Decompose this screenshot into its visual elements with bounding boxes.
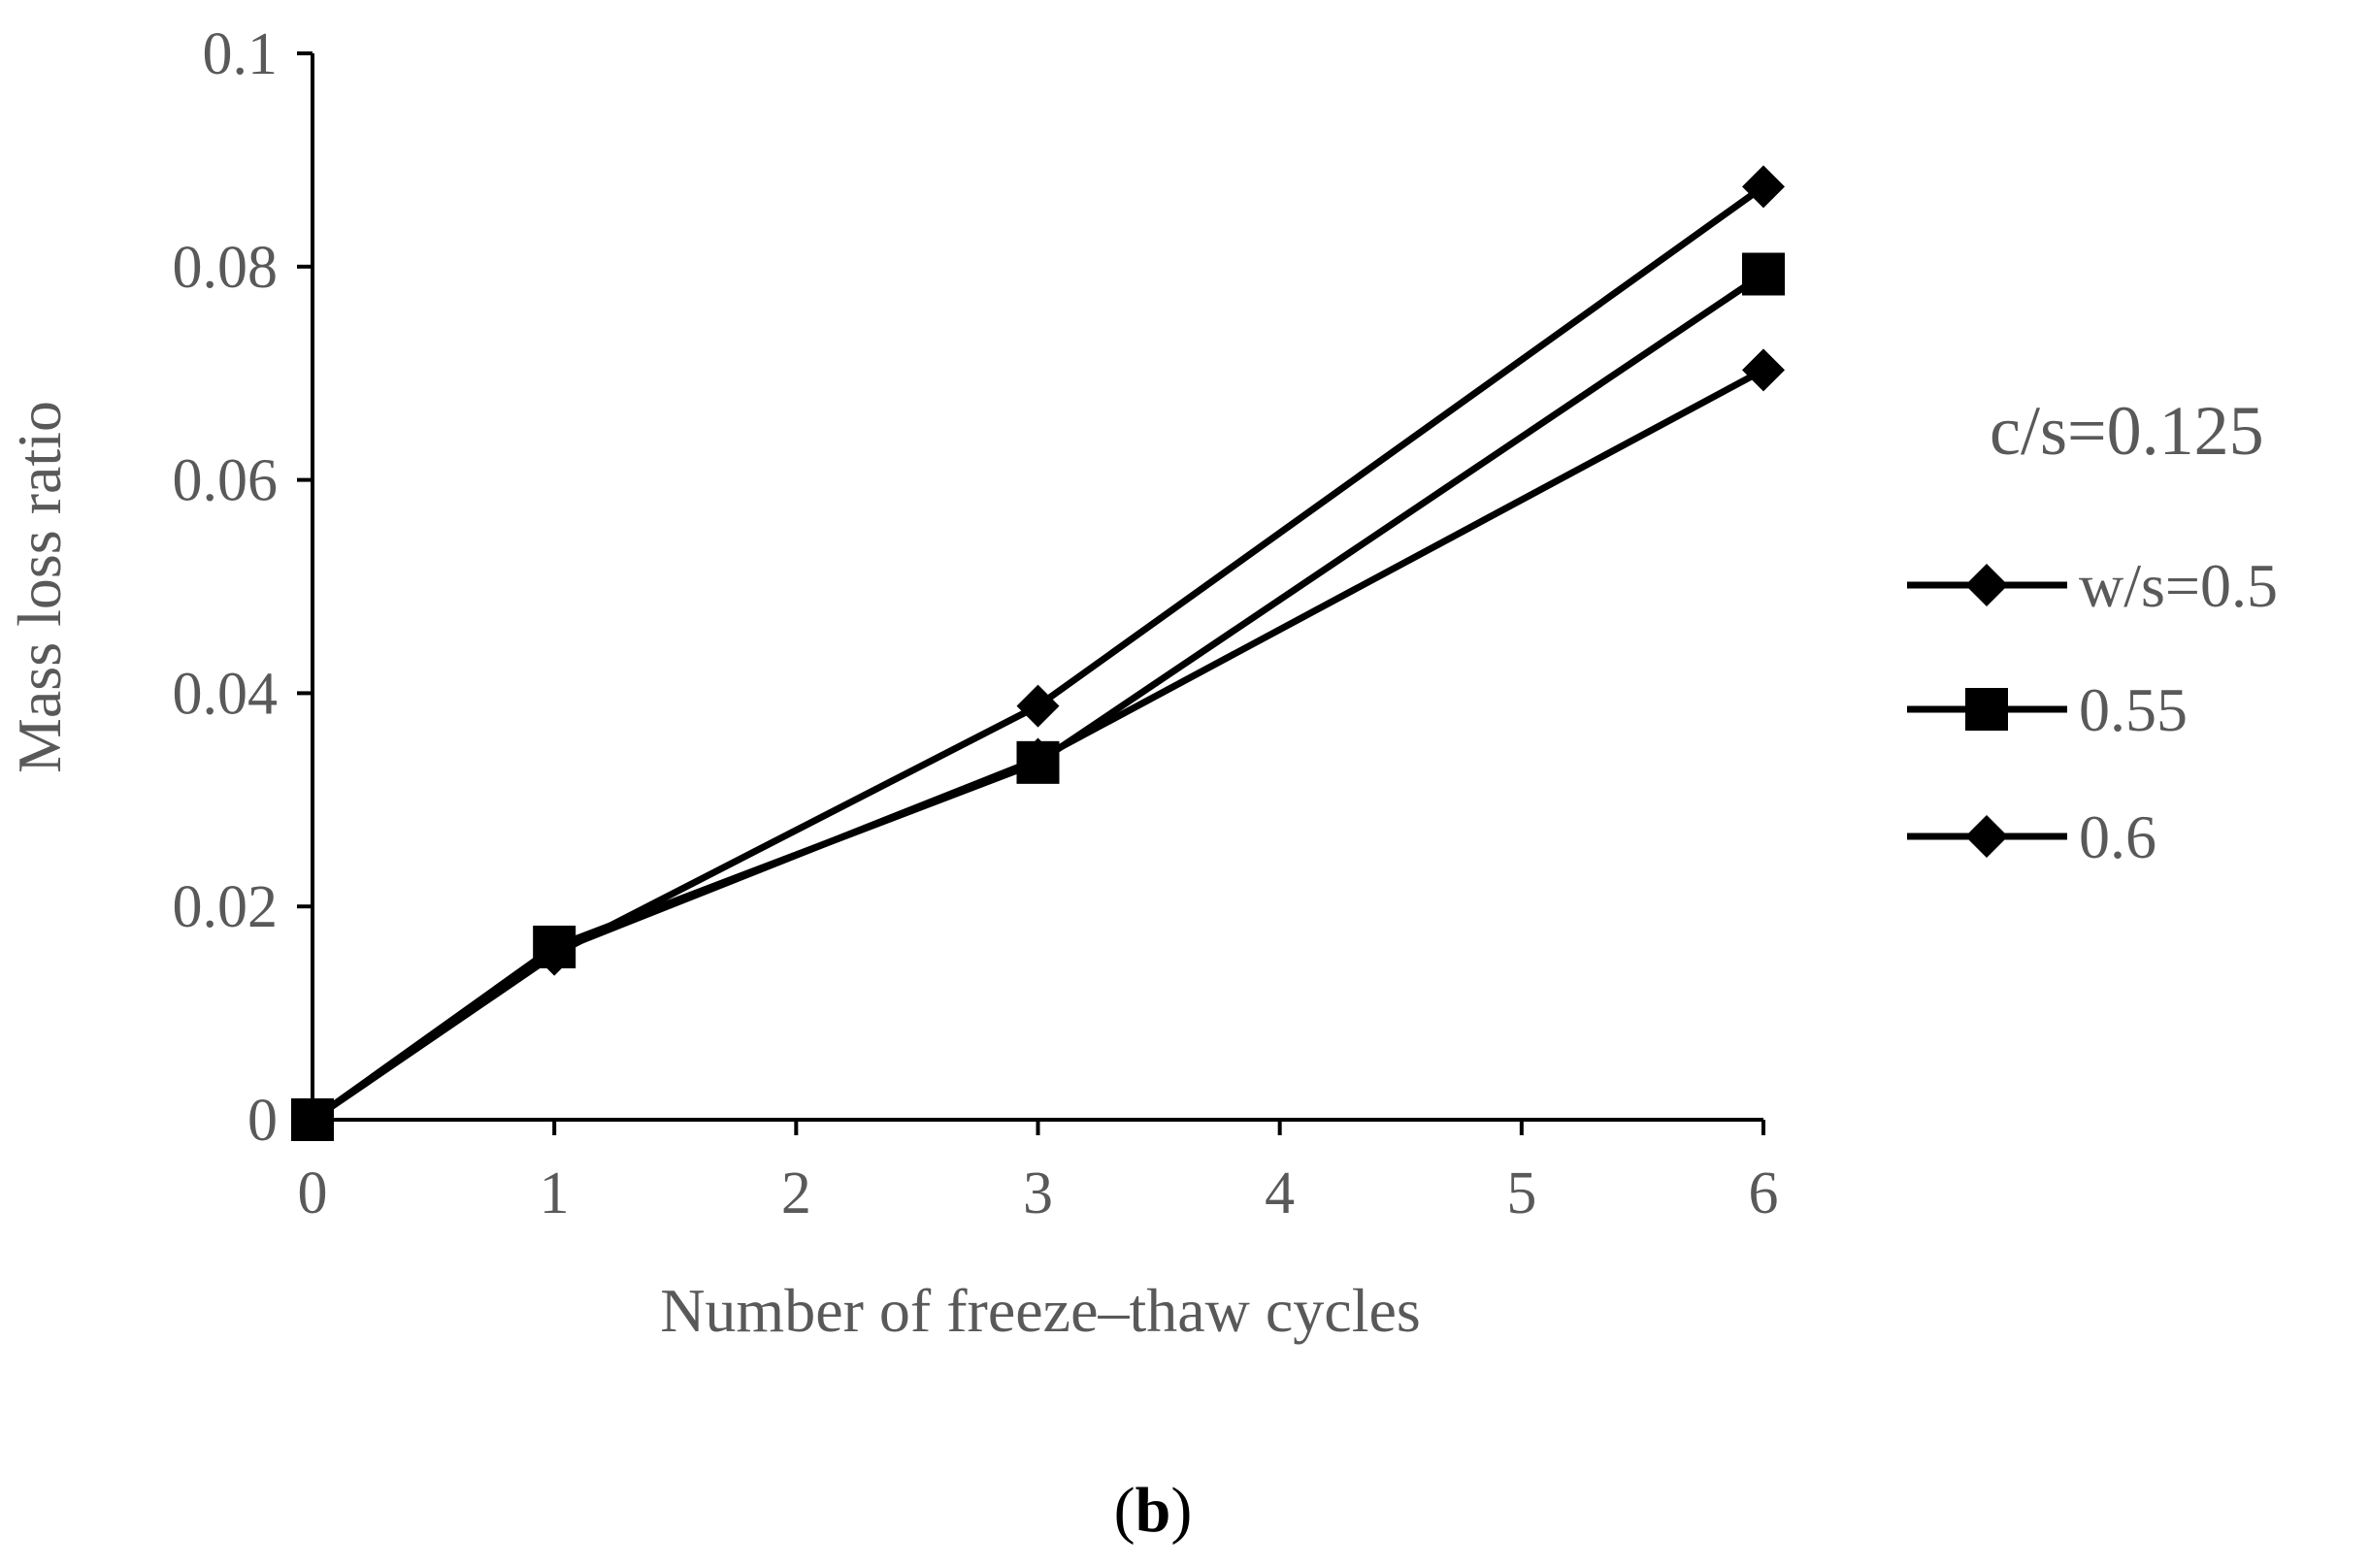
data-point xyxy=(1742,165,1785,209)
panel-label: (b) xyxy=(1114,1475,1193,1546)
series-3 xyxy=(291,348,1785,1141)
y-tick-label: 0 xyxy=(247,1088,278,1154)
x-tick-label: 3 xyxy=(1023,1160,1053,1226)
y-tick-labels: 0 0.02 0.04 0.06 0.08 0.1 xyxy=(173,21,279,1154)
panel-label-letter: b xyxy=(1136,1475,1171,1546)
legend-marker xyxy=(1965,564,2008,606)
data-point xyxy=(291,1098,334,1141)
series-layer xyxy=(291,165,1785,1141)
legend-entry: 0.6 xyxy=(1907,802,2156,871)
legend-label: w/s=0.5 xyxy=(2079,551,2278,620)
y-tick-label: 0.06 xyxy=(173,448,279,514)
y-tick-label: 0.04 xyxy=(173,661,279,727)
y-axis-title: Mass loss ratio xyxy=(5,401,74,773)
x-tick-label: 1 xyxy=(540,1160,570,1226)
axes xyxy=(297,51,1765,1135)
legend-marker xyxy=(1965,815,2008,858)
y-tick-label: 0.1 xyxy=(203,21,279,87)
panel-label-close: ) xyxy=(1170,1475,1192,1546)
series-line xyxy=(311,183,1766,1123)
legend-marker xyxy=(1965,688,2008,731)
x-tick-label: 0 xyxy=(298,1160,328,1226)
legend-label: 0.6 xyxy=(2079,802,2156,871)
x-tick-label: 5 xyxy=(1506,1160,1536,1226)
y-tick-label: 0.02 xyxy=(173,874,279,940)
legend-title: c/s=0.125 xyxy=(1990,392,2264,470)
series-1 xyxy=(291,165,1785,1141)
legend: c/s=0.125 w/s=0.5 0.55 0.6 xyxy=(1907,392,2278,871)
legend-entry: w/s=0.5 xyxy=(1907,551,2278,620)
x-tick-label: 6 xyxy=(1749,1160,1779,1226)
x-tick-label: 2 xyxy=(781,1160,811,1226)
x-tick-labels: 0 1 2 3 4 5 6 xyxy=(298,1160,1779,1226)
data-point xyxy=(533,930,576,973)
x-axis-title: Number of freeze–thaw cycles xyxy=(660,1276,1421,1345)
legend-entry: 0.55 xyxy=(1907,675,2188,744)
x-tick-label: 4 xyxy=(1265,1160,1295,1226)
panel-label-open: ( xyxy=(1114,1475,1136,1546)
legend-label: 0.55 xyxy=(2079,675,2188,744)
data-point xyxy=(1016,737,1060,781)
data-point xyxy=(1742,252,1785,296)
series-line xyxy=(310,367,1765,1123)
data-point xyxy=(1742,348,1785,392)
data-point xyxy=(1016,684,1060,728)
y-tick-label: 0.08 xyxy=(173,235,279,301)
